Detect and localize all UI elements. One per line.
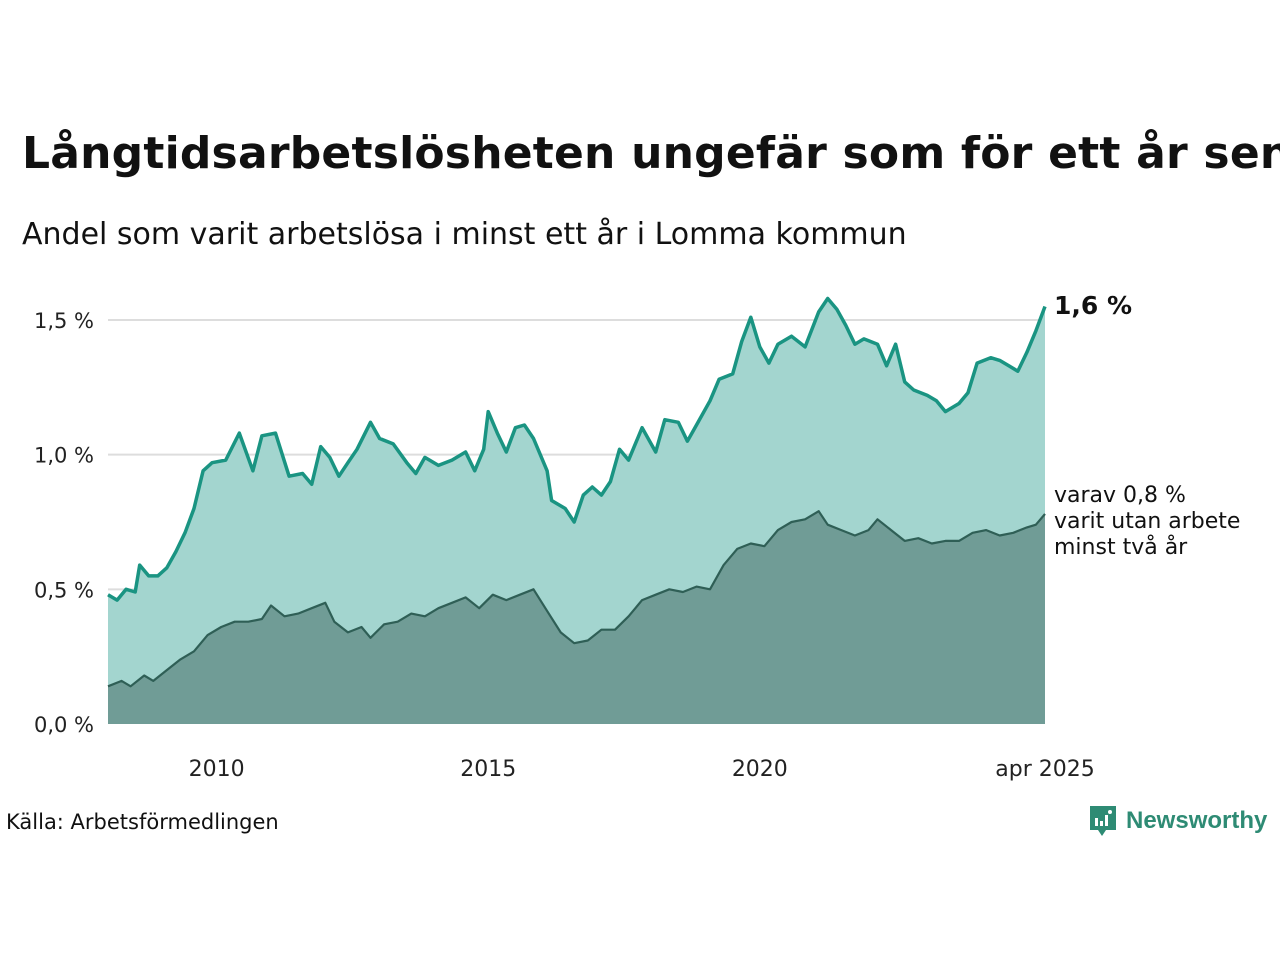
x-tick-label: apr 2025	[995, 757, 1094, 782]
chart-title: Långtidsarbetslösheten ungefär som för e…	[22, 128, 1280, 179]
x-tick-label: 2015	[460, 757, 516, 782]
series-area-twoyear	[108, 511, 1045, 724]
newsworthy-logo-icon	[1090, 806, 1116, 836]
y-tick-label: 1,0 %	[34, 444, 94, 468]
brand-name: Newsworthy	[1126, 807, 1268, 834]
series-line-twoyear	[107, 510, 1046, 688]
brand[interactable]: Newsworthy	[1088, 804, 1267, 838]
area-chart: 0,0 % 0,5 % 1,0 % 1,5 % 2010 2015 2020 apr 2025…	[34, 291, 1240, 782]
area-layer	[107, 296, 1047, 724]
end-label-twoyear-line: varav 0,8 %	[1054, 483, 1186, 508]
chart-subtitle: Andel som varit arbetslösa i minst ett å…	[22, 217, 907, 252]
end-label-twoyear-line: varit utan arbete	[1054, 509, 1240, 534]
label-layer: 0,0 % 0,5 % 1,0 % 1,5 % 2010 2015 2020 apr 2025…	[34, 291, 1240, 782]
x-tick-label: 2020	[732, 757, 788, 782]
end-label-twoyear-line: minst två år	[1054, 534, 1188, 560]
y-tick-label: 0,5 %	[34, 578, 94, 602]
y-tick-label: 1,5 %	[34, 309, 94, 333]
series-line-total	[107, 296, 1047, 602]
end-label-total: 1,6 %	[1054, 291, 1132, 320]
y-tick-label: 0,0 %	[34, 713, 94, 737]
source-note: Källa: Arbetsförmedlingen	[6, 810, 279, 834]
x-tick-label: 2010	[189, 757, 245, 782]
